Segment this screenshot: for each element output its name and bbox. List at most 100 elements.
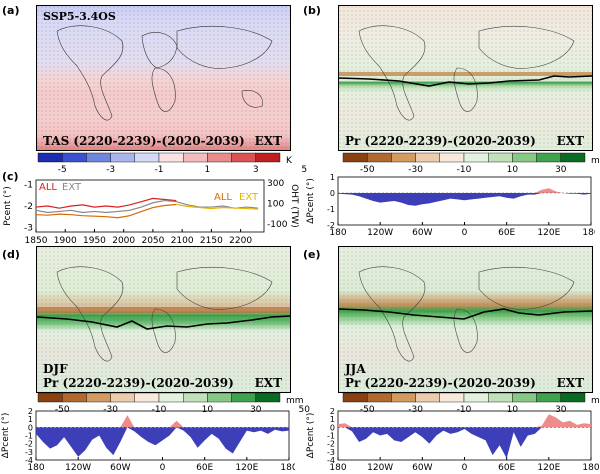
- colorbar-swatch: [415, 392, 440, 403]
- colorbar-tick-label: -30: [408, 165, 423, 175]
- x-tick-label: 2150: [200, 236, 223, 246]
- colorbar-swatch: [487, 152, 513, 163]
- y-tick-label: -4: [327, 456, 335, 465]
- colorbar-tick-label: 30: [555, 165, 567, 175]
- colorbar-swatch: [255, 152, 281, 163]
- map-precip-jja-features: [339, 247, 592, 392]
- colorbar-swatch: [37, 152, 63, 163]
- plot-frame: [35, 179, 265, 233]
- x-tick-label: 60W: [412, 463, 432, 472]
- coastlines: [56, 266, 273, 362]
- map-precip-djf-title: Pr (2220-2239)-(2020-2039): [43, 376, 234, 390]
- y-tick-label: -1: [327, 205, 335, 214]
- colorbar-tick-label: -50: [55, 405, 70, 415]
- x-tick-label: 60W: [110, 463, 130, 472]
- coastlines: [358, 266, 575, 362]
- x-tick-label: 120W: [367, 228, 393, 238]
- x-tick-label: 1900: [54, 236, 77, 246]
- panel-label-b: (b): [303, 4, 321, 17]
- colorbar-unit: K: [286, 156, 293, 166]
- map-precip-djf-tag: EXT: [254, 376, 282, 390]
- map-precip-djf-features: [37, 247, 290, 392]
- y-axis-label: Pcent (°): [3, 186, 13, 226]
- x-tick-label: 120W: [65, 463, 91, 472]
- colorbar-tick-label: -10: [457, 405, 472, 415]
- colorbar-swatch: [512, 392, 537, 403]
- coastlines: [56, 25, 273, 121]
- x-tick-label: 1950: [83, 236, 106, 246]
- colorbar-swatch: [110, 152, 135, 163]
- colorbar-tick-label: -5: [58, 165, 67, 175]
- x-tick-label: 1850: [25, 236, 48, 246]
- x-tick-label: 60E: [196, 463, 213, 472]
- map-precip-jja-title: Pr (2220-2239)-(2020-2039): [345, 376, 536, 390]
- x-tick-label: 180: [329, 463, 346, 472]
- y-tick-label: -3: [24, 224, 33, 234]
- x-tick-label: 0: [462, 228, 468, 238]
- y-axis-label: ΔPcent (°): [306, 413, 316, 459]
- colorbar-swatch: [560, 152, 586, 163]
- legend-ext-right: EXT: [239, 192, 259, 203]
- colorbar-swatch: [512, 152, 537, 163]
- significance-stipple: [339, 247, 592, 392]
- colorbar-swatch: [134, 152, 160, 163]
- panel-label-c: (c): [2, 170, 19, 183]
- colorbar-swatch: [439, 392, 465, 403]
- map-precip-jja-tag: EXT: [556, 376, 584, 390]
- colorbar-unit: mm: [286, 396, 304, 406]
- x-tick-label: 0: [462, 463, 468, 472]
- colorbar-swatch: [62, 392, 87, 403]
- map-precip-jja-season: JJA: [345, 362, 366, 376]
- y-axis-label: ΔPcent (°): [1, 413, 11, 459]
- colorbar-swatch: [342, 152, 368, 163]
- y-tick-label: -2: [24, 202, 33, 212]
- map-precip-annual: Pr (2220-2239)-(2020-2039) EXT: [338, 5, 593, 151]
- colorbar-tick-label: 5: [301, 165, 307, 175]
- y-axis-label-right: OHT (TW): [289, 184, 299, 228]
- x-tick-label: 2200: [229, 236, 252, 246]
- colorbar-swatch: [134, 392, 160, 403]
- timeseries-chart: 1850 1900 1950 2000 2050 2100 2150 2200 -1 -2 -3 30…: [3, 179, 299, 246]
- y-tick-label: 1: [330, 173, 335, 182]
- y-tick-label: 0: [330, 189, 335, 198]
- map-precip-djf-season: DJF: [43, 362, 68, 376]
- x-tick-label: 120E: [235, 463, 258, 472]
- colorbar-swatch: [367, 152, 392, 163]
- map-temperature-features: [37, 6, 290, 150]
- colorbar-swatch: [255, 392, 281, 403]
- y-tick-label: -2: [25, 440, 33, 449]
- x-tick-label: 180: [27, 463, 44, 472]
- colorbar-tick-label: -50: [360, 405, 375, 415]
- y-tick-label-right: -100: [267, 220, 288, 230]
- y-tick-label: 2: [28, 408, 33, 416]
- legend-all-left: ALL: [39, 182, 57, 193]
- colorbar-swatch: [487, 392, 513, 403]
- x-tick-label: 2100: [171, 236, 194, 246]
- colorbar-swatch: [536, 392, 562, 403]
- colorbar-tick-label: -3: [106, 165, 115, 175]
- y-tick-label: 1: [28, 415, 33, 424]
- colorbar-tick-label: -1: [155, 165, 164, 175]
- colorbar-swatch: [463, 152, 489, 163]
- y-axis-label: ΔPcent (°): [306, 178, 316, 224]
- colorbar-tick-label: -30: [103, 405, 118, 415]
- scenario-label: SSP5-3.4OS: [43, 10, 116, 23]
- map-precip-jja: JJA Pr (2220-2239)-(2020-2039) EXT: [338, 246, 593, 393]
- colorbar-tick-label: 10: [507, 165, 519, 175]
- map-temperature: SSP5-3.4OS TAS (2220-2239)-(2020-2039) E…: [36, 5, 291, 151]
- colorbar-swatch: [342, 392, 368, 403]
- colorbar-swatch: [536, 152, 562, 163]
- y-tick-label-right: 300: [267, 179, 284, 189]
- colorbar-swatch: [231, 152, 257, 163]
- colorbar-tick-label: 30: [250, 405, 262, 415]
- x-tick-label: 2050: [141, 236, 164, 246]
- map-temperature-title: TAS (2220-2239)-(2020-2039): [43, 134, 245, 148]
- map-precip-annual-title: Pr (2220-2239)-(2020-2039): [345, 134, 536, 148]
- colorbar-unit: mm: [591, 156, 600, 166]
- itcz-line: [339, 75, 592, 87]
- colorbar-swatch: [62, 152, 87, 163]
- negative-area: [36, 427, 289, 457]
- x-tick-label: 60E: [498, 228, 515, 238]
